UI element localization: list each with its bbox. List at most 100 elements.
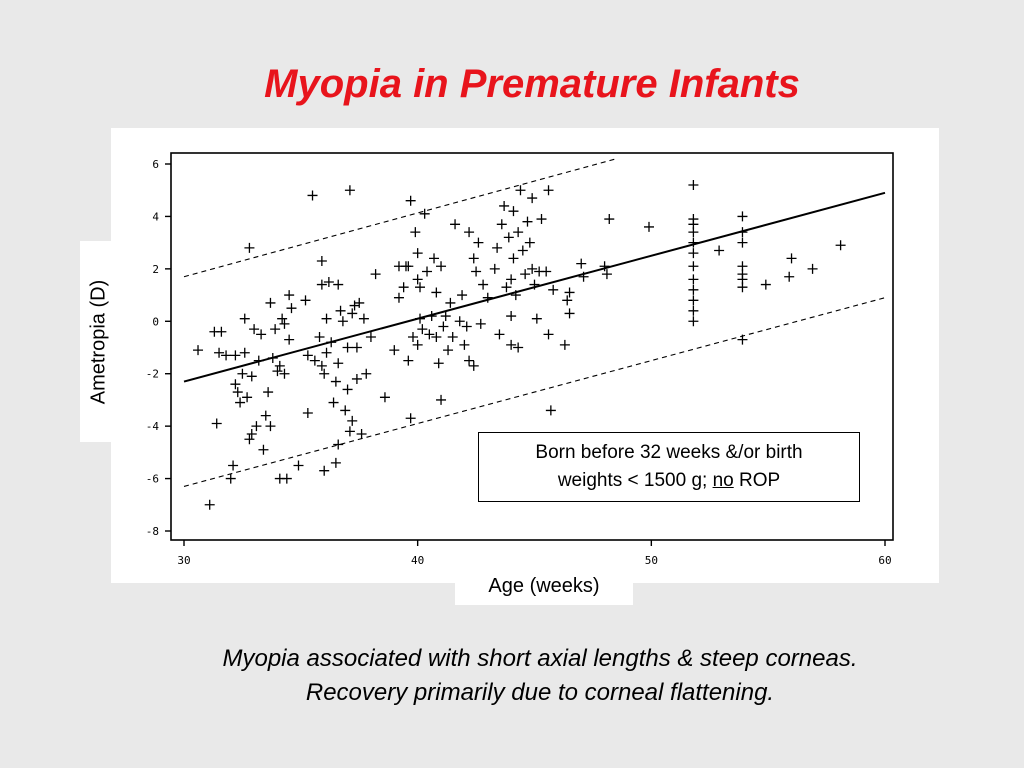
- data-point: [601, 269, 612, 280]
- x-tick-label: 30: [177, 554, 190, 567]
- data-point: [564, 308, 575, 319]
- data-point: [440, 311, 451, 322]
- data-point: [431, 287, 442, 298]
- upper-bound-line: [183, 158, 617, 278]
- legend-line-2-suffix: ROP: [733, 470, 781, 491]
- data-point: [443, 345, 454, 356]
- data-point: [277, 313, 288, 324]
- plot-frame: [170, 152, 894, 541]
- lower-bound-line: [183, 297, 886, 487]
- data-point: [604, 214, 615, 225]
- data-point: [513, 342, 524, 353]
- data-point: [316, 255, 327, 266]
- data-point: [272, 366, 283, 377]
- data-point: [599, 261, 610, 272]
- data-point: [417, 324, 428, 335]
- data-point: [786, 253, 797, 264]
- data-point: [450, 219, 461, 230]
- data-point: [293, 460, 304, 471]
- data-point: [239, 313, 250, 324]
- data-point: [244, 434, 255, 445]
- data-point: [415, 282, 426, 293]
- data-point: [321, 313, 332, 324]
- data-point: [688, 295, 699, 306]
- data-point: [688, 219, 699, 230]
- data-point: [438, 321, 449, 332]
- data-point: [492, 242, 503, 253]
- data-point: [531, 313, 542, 324]
- data-point: [258, 444, 269, 455]
- data-point: [527, 193, 538, 204]
- data-point: [309, 355, 320, 366]
- data-point: [412, 248, 423, 259]
- data-point: [445, 297, 456, 308]
- data-point: [405, 413, 416, 424]
- data-point: [347, 415, 358, 426]
- data-point: [529, 279, 540, 290]
- scatter-plot: -8 -6 -4 -2 0 2 4 6 30 40 50 60: [146, 152, 894, 567]
- y-tick-label: 2: [152, 263, 159, 276]
- data-point: [506, 274, 517, 285]
- legend-line-1: Born before 32 weeks &/or birth: [535, 442, 803, 463]
- data-point: [447, 332, 458, 343]
- data-point: [412, 339, 423, 350]
- data-point: [419, 208, 430, 219]
- data-point: [527, 263, 538, 274]
- data-point: [545, 405, 556, 416]
- data-point: [398, 282, 409, 293]
- data-point: [256, 329, 267, 340]
- data-point: [688, 274, 699, 285]
- data-point: [548, 284, 559, 295]
- data-point: [807, 263, 818, 274]
- data-point: [342, 342, 353, 353]
- data-point: [340, 405, 351, 416]
- x-tick-label: 50: [645, 554, 658, 567]
- data-point: [714, 245, 725, 256]
- data-point: [461, 321, 472, 332]
- data-point: [228, 460, 239, 471]
- data-point: [235, 397, 246, 408]
- y-axis-label: Ametropia (D): [87, 279, 110, 404]
- data-point: [270, 324, 281, 335]
- data-point: [302, 408, 313, 419]
- data-point: [508, 253, 519, 264]
- y-tick-label: -4: [146, 420, 160, 433]
- data-point: [468, 360, 479, 371]
- data-point: [688, 248, 699, 259]
- data-point: [279, 318, 290, 329]
- legend-box: Born before 32 weeks &/or birth weights …: [478, 432, 860, 502]
- data-point: [244, 242, 255, 253]
- data-point: [431, 332, 442, 343]
- caption-line-1: Myopia associated with short axial lengt…: [222, 645, 858, 672]
- data-point: [688, 261, 699, 272]
- data-point: [468, 253, 479, 264]
- data-point: [688, 284, 699, 295]
- data-point: [323, 276, 334, 287]
- caption: Myopia associated with short axial lengt…: [0, 642, 1024, 710]
- data-point: [403, 261, 414, 272]
- data-point: [688, 237, 699, 248]
- data-point: [737, 334, 748, 345]
- data-point: [333, 439, 344, 450]
- data-point: [330, 457, 341, 468]
- data-point: [464, 355, 475, 366]
- data-point: [475, 318, 486, 329]
- data-point: [356, 429, 367, 440]
- data-point: [688, 179, 699, 190]
- data-point: [316, 279, 327, 290]
- data-point: [489, 263, 500, 274]
- data-point: [284, 334, 295, 345]
- data-point: [429, 253, 440, 264]
- data-point: [536, 214, 547, 225]
- data-point: [482, 292, 493, 303]
- data-point: [249, 324, 260, 335]
- y-axis-label-box: Ametropia (D): [80, 241, 118, 442]
- data-point: [436, 261, 447, 272]
- data-point: [562, 295, 573, 306]
- data-point: [333, 358, 344, 369]
- data-point: [522, 216, 533, 227]
- data-point: [330, 376, 341, 387]
- data-point: [246, 429, 257, 440]
- data-point: [578, 271, 589, 282]
- data-point: [274, 360, 285, 371]
